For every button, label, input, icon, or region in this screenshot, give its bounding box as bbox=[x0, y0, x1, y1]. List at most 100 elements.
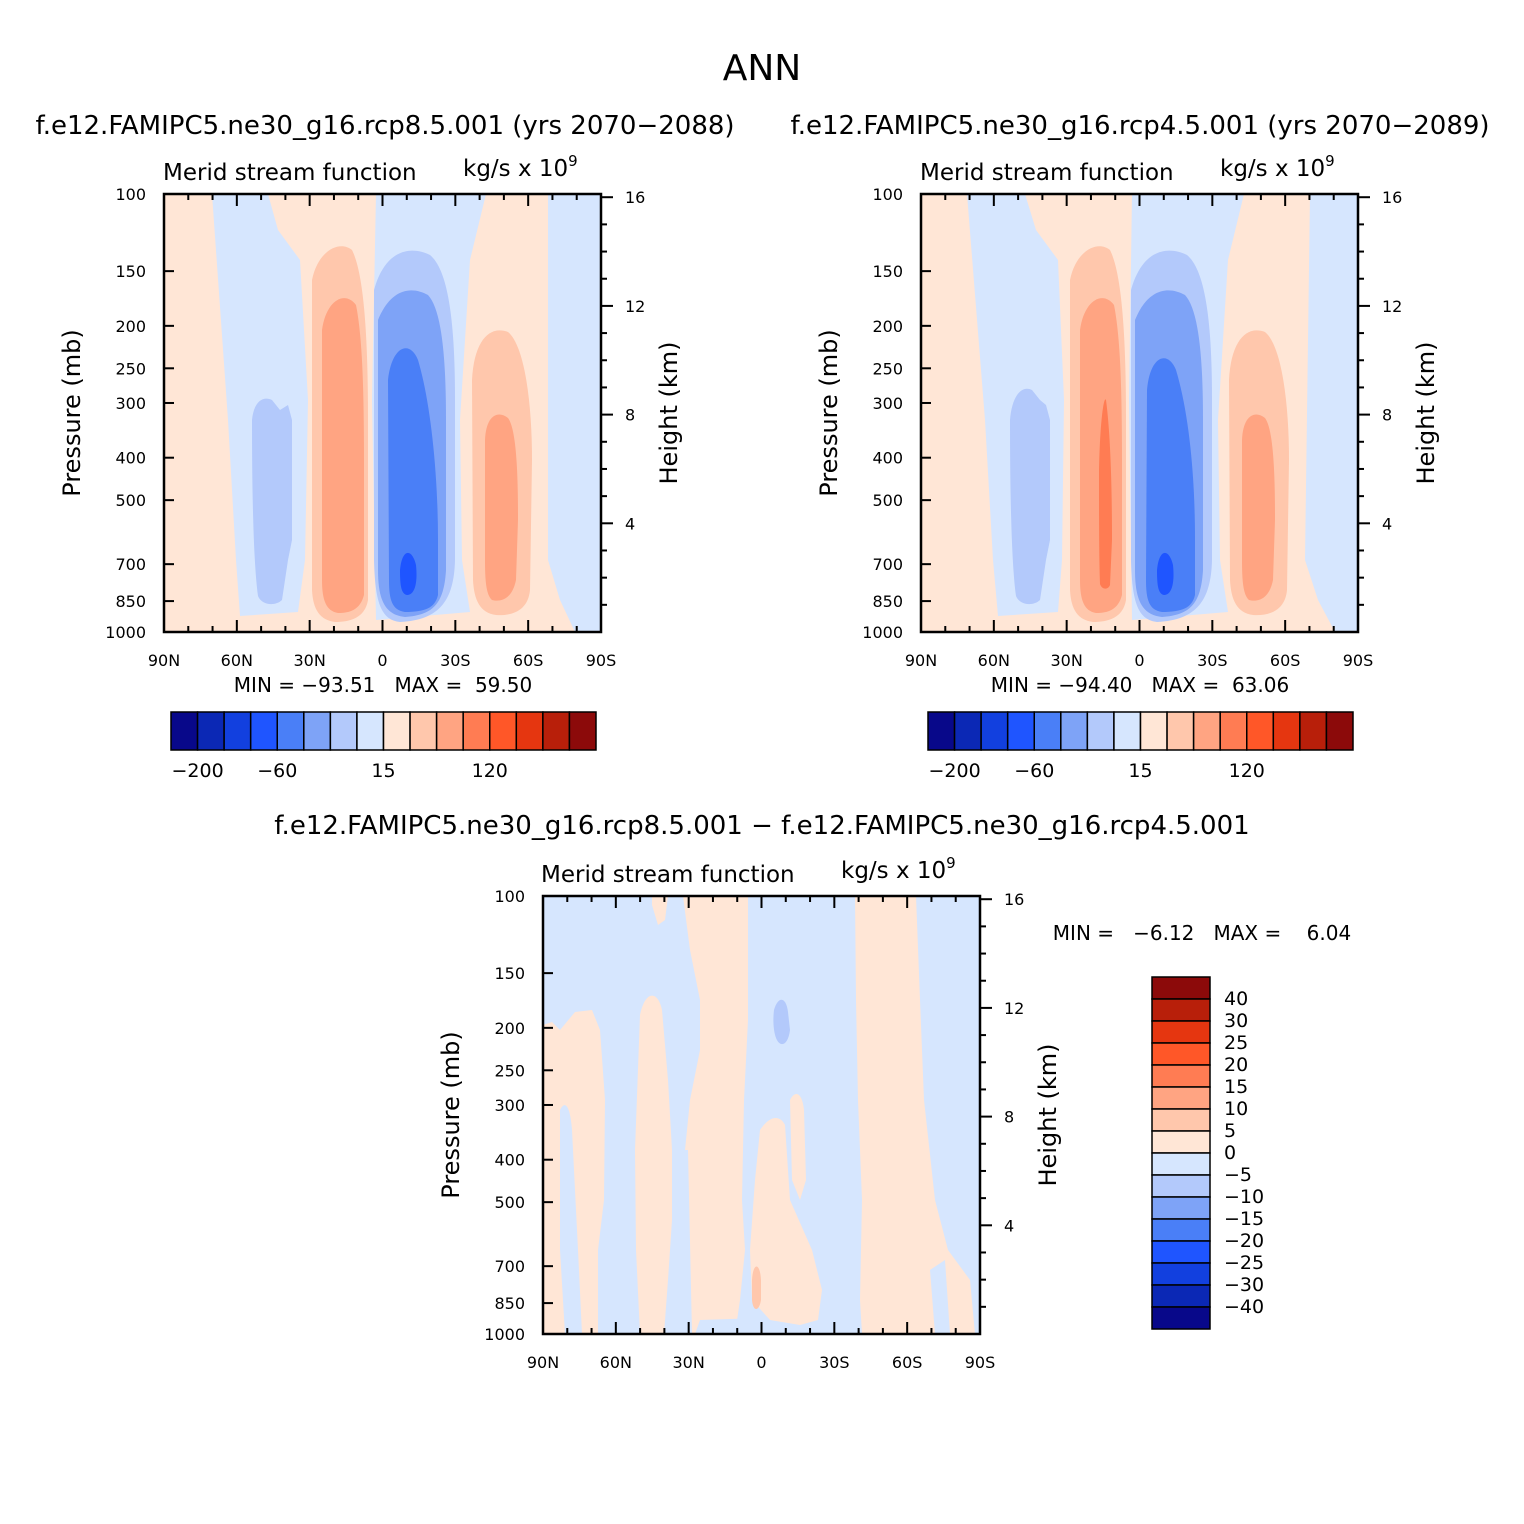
x-tick-label: 90N bbox=[527, 1353, 559, 1372]
y-ticks: 100 150 200 250 300 400 500 700 850 1000 bbox=[105, 185, 174, 642]
colorbar-swatch bbox=[356, 711, 385, 751]
y-tick-right-label: 12 bbox=[1382, 297, 1402, 316]
y-tick-label: 150 bbox=[872, 262, 903, 281]
contour-pos-band-8 bbox=[855, 896, 975, 1334]
colorbar-swatch bbox=[382, 711, 411, 751]
colorbar-label: 15 bbox=[1224, 1076, 1248, 1098]
y-tick-label: 850 bbox=[872, 592, 903, 611]
y-tick-label: 700 bbox=[872, 555, 903, 574]
x-tick-label: 60S bbox=[1270, 651, 1301, 670]
y-axis-label-right: Height (km) bbox=[1412, 342, 1440, 485]
y-tick-label: 200 bbox=[494, 1019, 525, 1038]
x-tick-label: 90S bbox=[1343, 651, 1374, 670]
colorbar-swatch bbox=[1325, 711, 1354, 751]
y-axis-label: Pressure (mb) bbox=[58, 329, 86, 496]
panel-rcp85: f.e12.FAMIPC5.ne30_g16.rcp8.5.001 (yrs 2… bbox=[35, 111, 734, 782]
colorbar-swatch bbox=[1139, 711, 1168, 751]
y-tick-label: 400 bbox=[115, 449, 146, 468]
contour-neg-notch-4 bbox=[695, 1318, 770, 1334]
x-tick-label: 90S bbox=[965, 1353, 996, 1372]
x-tick-label: 0 bbox=[1134, 651, 1144, 670]
colorbar-label: −5 bbox=[1224, 1164, 1252, 1186]
y-tick-label: 500 bbox=[872, 491, 903, 510]
figure-title: ANN bbox=[723, 48, 802, 89]
y-tick-label: 250 bbox=[494, 1061, 525, 1080]
colorbar-label: 120 bbox=[1229, 760, 1265, 782]
colorbar-label: 0 bbox=[1224, 1142, 1236, 1164]
contour-blue-tropics-5 bbox=[1157, 552, 1174, 595]
panel-rcp45: f.e12.FAMIPC5.ne30_g16.rcp4.5.001 (yrs 2… bbox=[790, 111, 1489, 782]
y-tick-label: 400 bbox=[494, 1151, 525, 1170]
colorbar-label: 10 bbox=[1224, 1098, 1248, 1120]
colorbar-swatch bbox=[303, 711, 332, 751]
left-label: Merid stream function bbox=[541, 862, 795, 888]
colorbar-label: 40 bbox=[1224, 988, 1248, 1010]
y-axis-label: Pressure (mb) bbox=[815, 329, 843, 496]
colorbar-label: −20 bbox=[1224, 1230, 1264, 1252]
contour-pos-band-7 bbox=[790, 1094, 806, 1200]
colorbar-swatch bbox=[329, 711, 358, 751]
left-label: Merid stream function bbox=[920, 160, 1174, 186]
contour-pos-band-2 bbox=[652, 896, 668, 925]
colorbar-label: −25 bbox=[1224, 1252, 1264, 1274]
x-tick-label: 90N bbox=[905, 651, 937, 670]
colorbar-swatch bbox=[1151, 1020, 1211, 1044]
colorbar-swatch bbox=[953, 711, 982, 751]
colorbar-swatch bbox=[1151, 1306, 1211, 1330]
x-tick-label: 30S bbox=[1197, 651, 1228, 670]
colorbar-label: 30 bbox=[1224, 1010, 1248, 1032]
colorbar-swatch bbox=[435, 711, 464, 751]
colorbar-label: −60 bbox=[257, 760, 297, 782]
x-tick-label: 60N bbox=[221, 651, 253, 670]
contour-field bbox=[921, 194, 1358, 632]
contour-pos-band-5 bbox=[700, 999, 728, 1250]
colorbar-swatch bbox=[542, 711, 571, 751]
y-tick-right-label: 4 bbox=[625, 514, 635, 533]
colorbar-swatch bbox=[1151, 1218, 1211, 1242]
contour-red-sh-2 bbox=[1242, 414, 1275, 601]
x-tick-label: 90S bbox=[586, 651, 617, 670]
y-axis-label-right: Height (km) bbox=[655, 342, 683, 485]
colorbar-label: −10 bbox=[1224, 1186, 1264, 1208]
contour-blue-tropics-4 bbox=[388, 348, 438, 612]
min-max-stats: MIN = −94.40 MAX = 63.06 bbox=[991, 673, 1289, 697]
colorbar-swatch bbox=[1151, 1086, 1211, 1110]
x-tick-label: 30N bbox=[673, 1353, 705, 1372]
colorbar-label: 5 bbox=[1224, 1120, 1236, 1142]
colorbar-swatch bbox=[1299, 711, 1328, 751]
y-tick-label: 700 bbox=[494, 1257, 525, 1276]
colorbar-label: −30 bbox=[1224, 1274, 1264, 1296]
contour-neg-notch-1 bbox=[560, 1105, 582, 1334]
contour-red-sh-2 bbox=[485, 414, 518, 601]
contour-blue-tropics-5 bbox=[400, 552, 417, 595]
y-tick-right-label: 8 bbox=[625, 406, 635, 425]
y-axis-label: Pressure (mb) bbox=[437, 1031, 465, 1198]
y-tick-label: 850 bbox=[115, 592, 146, 611]
units-label: kg/s x 109 bbox=[841, 854, 956, 884]
colorbar-swatch bbox=[1151, 1108, 1211, 1132]
colorbar-swatch bbox=[170, 711, 199, 751]
y-tick-label: 1000 bbox=[484, 1325, 525, 1344]
panel-title: f.e12.FAMIPC5.ne30_g16.rcp4.5.001 (yrs 2… bbox=[790, 111, 1489, 141]
colorbar-swatch bbox=[1033, 711, 1062, 751]
y-tick-label: 150 bbox=[115, 262, 146, 281]
colorbar-swatch bbox=[515, 711, 544, 751]
x-tick-label: 30N bbox=[1051, 651, 1083, 670]
colorbar-label: −40 bbox=[1224, 1296, 1264, 1318]
contour-blue-outer-south bbox=[1305, 194, 1357, 632]
y-ticks: 100 150 200 250 300 400 500 700 850 1000 bbox=[862, 185, 931, 642]
colorbar: −200 −60 15 120 bbox=[170, 711, 597, 782]
y-tick-label: 250 bbox=[872, 359, 903, 378]
y-tick-label: 150 bbox=[494, 964, 525, 983]
colorbar-label: −15 bbox=[1224, 1208, 1264, 1230]
colorbar-swatch bbox=[489, 711, 518, 751]
x-tick-label: 60N bbox=[600, 1353, 632, 1372]
min-max-stats: MIN = −93.51 MAX = 59.50 bbox=[234, 673, 532, 697]
y-tick-label: 400 bbox=[872, 449, 903, 468]
colorbar-swatch bbox=[409, 711, 438, 751]
y-tick-label: 700 bbox=[115, 555, 146, 574]
contour-neg-notch-3 bbox=[930, 1260, 950, 1334]
y-tick-label: 500 bbox=[115, 491, 146, 510]
